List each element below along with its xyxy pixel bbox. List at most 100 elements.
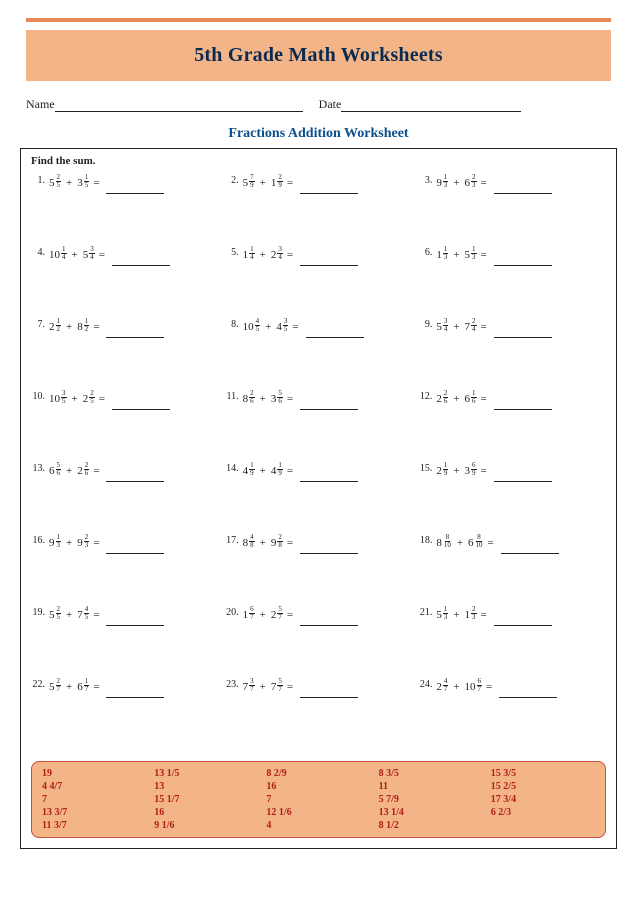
answer-blank[interactable] [106,544,164,554]
whole-part: 2 [77,465,83,477]
problem-expression: 226+616= [436,391,551,406]
whole-part: 1 [465,609,471,621]
plus-sign: + [265,321,271,333]
mixed-number: 1067 [465,679,483,694]
problem-number: 21. [418,607,436,618]
answer-blank[interactable] [300,472,358,482]
mixed-number: 848 [243,535,255,550]
mixed-number: 826 [243,391,255,406]
mixed-number: 247 [436,679,448,694]
worksheet-box: Find the sum. 1.525+315=2.579+129=3.913+… [20,148,617,849]
problem-12: 12.226+616= [418,389,606,461]
answer-cell-24 [491,820,595,831]
answer-cell-11: 15 1/7 [154,794,258,805]
answer-blank[interactable] [106,688,164,698]
denominator: 5 [283,326,289,333]
answer-blank[interactable] [300,400,358,410]
whole-part: 6 [465,177,471,189]
answer-cell-10: 7 [42,794,146,805]
mixed-number: 656 [49,463,61,478]
answer-blank[interactable] [494,472,552,482]
problem-6: 6.113+513= [418,245,606,317]
whole-part: 8 [243,537,249,549]
denominator: 6 [443,398,449,405]
mixed-number: 1014 [49,247,67,262]
equals-sign: = [481,465,487,477]
denominator: 4 [249,254,255,261]
mixed-number: 513 [436,607,448,622]
answer-blank[interactable] [300,544,358,554]
answer-blank[interactable] [112,256,170,266]
answer-cell-21: 9 1/6 [154,820,258,831]
equals-sign: = [93,321,99,333]
answer-blank[interactable] [494,328,552,338]
whole-part: 5 [243,177,249,189]
mixed-number: 525 [49,607,61,622]
date-blank-line[interactable] [341,98,521,112]
fraction-part: 810 [443,534,452,549]
problem-expression: 8810+6810= [436,535,558,550]
name-date-row: Name Date [26,97,611,112]
answer-blank[interactable] [106,616,164,626]
answer-blank[interactable] [499,688,557,698]
denominator: 9 [277,182,283,189]
instruction-text: Find the sum. [31,155,606,167]
mixed-number: 167 [243,607,255,622]
answer-blank[interactable] [300,688,358,698]
answer-blank[interactable] [494,616,552,626]
problem-number: 19. [31,607,49,618]
equals-sign: = [93,177,99,189]
answer-blank[interactable] [106,472,164,482]
problems-grid: 1.525+315=2.579+129=3.913+623=4.1014+534… [31,173,606,749]
answer-blank[interactable] [494,256,552,266]
plus-sign: + [260,681,266,693]
answer-blank[interactable] [306,328,364,338]
problem-number: 8. [225,319,243,330]
whole-part: 4 [271,465,277,477]
answer-blank[interactable] [494,400,552,410]
mixed-number: 1045 [243,319,261,334]
name-blank-line[interactable] [55,98,303,112]
whole-part: 5 [436,321,442,333]
denominator: 2 [56,326,62,333]
problem-expression: 1014+534= [49,247,170,262]
answer-blank[interactable] [300,616,358,626]
plus-sign: + [66,177,72,189]
answer-cell-12: 7 [266,794,370,805]
mixed-number: 534 [83,247,95,262]
mixed-number: 113 [436,247,448,262]
equals-sign: = [287,681,293,693]
denominator: 3 [471,182,477,189]
plus-sign: + [453,249,459,261]
whole-part: 3 [271,393,277,405]
answer-blank[interactable] [106,328,164,338]
answer-blank[interactable] [300,184,358,194]
fraction-part: 25 [89,390,95,405]
equals-sign: = [287,393,293,405]
plus-sign: + [453,681,459,693]
answer-blank[interactable] [300,256,358,266]
denominator: 5 [56,614,62,621]
name-field: Name [26,97,303,112]
denominator: 4 [61,254,67,261]
fraction-part: 27 [56,678,62,693]
answer-blank[interactable] [112,400,170,410]
mixed-number: 435 [276,319,288,334]
problem-number: 22. [31,679,49,690]
problem-number: 11. [225,391,243,402]
whole-part: 5 [465,249,471,261]
equals-sign: = [287,177,293,189]
mixed-number: 1035 [49,391,67,406]
answer-blank[interactable] [501,544,559,554]
problem-19: 19.525+745= [31,605,219,677]
fraction-part: 19 [277,462,283,477]
fraction-part: 23 [84,534,90,549]
answer-blank[interactable] [494,184,552,194]
fraction-part: 24 [471,318,477,333]
plus-sign: + [72,393,78,405]
mixed-number: 617 [77,679,89,694]
mixed-number: 913 [49,535,61,550]
answer-cell-14: 17 3/4 [491,794,595,805]
mixed-number: 226 [436,391,448,406]
answer-blank[interactable] [106,184,164,194]
